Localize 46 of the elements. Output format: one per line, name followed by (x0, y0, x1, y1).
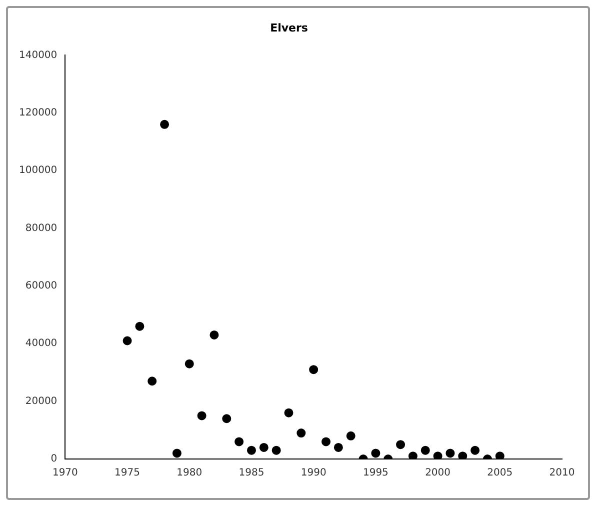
point (246, 446, 256, 455)
point (184, 359, 194, 368)
point (234, 437, 244, 446)
chart-title: Elvers (270, 21, 308, 34)
y-tick-label: 80000 (25, 222, 58, 234)
y-tick-label: 120000 (18, 107, 58, 118)
x-tick-label: 1980 (176, 468, 202, 479)
point (446, 448, 455, 458)
x-tick-label: 1970 (52, 468, 78, 479)
point (334, 442, 343, 452)
point (309, 365, 318, 374)
point (172, 448, 182, 458)
x-tick-label: 2000 (425, 468, 451, 479)
point (259, 442, 268, 452)
point (396, 440, 406, 450)
x-tick-label: 1985 (238, 468, 264, 479)
y-tick-label: 140000 (18, 50, 58, 61)
point (420, 446, 430, 455)
y-tick-label: 100000 (18, 165, 58, 176)
point (458, 452, 468, 459)
point (495, 452, 504, 459)
point (408, 452, 418, 459)
point (346, 431, 356, 440)
y-tick-label: 60000 (25, 280, 58, 292)
x-tick-label: 1990 (300, 468, 326, 479)
point (135, 322, 144, 331)
point (222, 414, 232, 424)
point (210, 330, 219, 340)
y-tick-label: 20000 (25, 396, 58, 407)
point (122, 336, 132, 346)
point (322, 437, 331, 446)
x-tick-label: 2010 (549, 468, 575, 479)
y-tick-label: 0 (50, 454, 58, 465)
y-tick-label: 40000 (25, 338, 58, 350)
point (148, 376, 157, 386)
point (197, 411, 206, 420)
point (296, 428, 306, 438)
x-tick-label: 2005 (487, 468, 513, 479)
point (371, 448, 380, 458)
point (433, 452, 442, 459)
point (284, 408, 294, 418)
point (470, 446, 480, 455)
point (160, 120, 170, 129)
x-tick-label: 1975 (114, 468, 140, 479)
x-tick-label: 1995 (362, 468, 388, 479)
point (272, 446, 281, 455)
